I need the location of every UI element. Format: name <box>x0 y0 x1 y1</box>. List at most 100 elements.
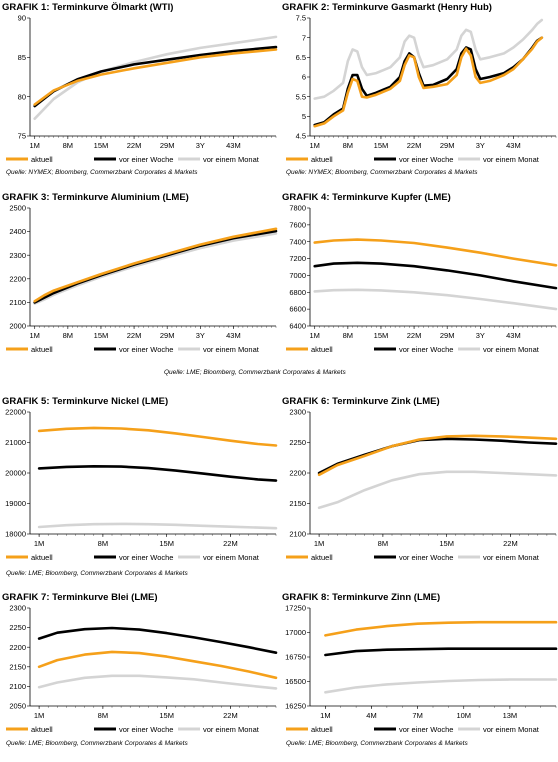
y-tick-label: 6400 <box>289 322 306 331</box>
source-note: Quelle: LME; Bloomberg, Commerzbank Corp… <box>6 570 188 577</box>
chart-wti: 75 80 85 90 1M 8M 15M 22M 29M 3Y 43M aktuell vor ein… <box>6 14 278 164</box>
legend-label: vor einer Woche <box>399 553 453 562</box>
chart-henry-hub: 4.5 5 5.5 6 6.5 7 7.5 1M 8M 15M 22M 29M 3Y 43M aktuell… <box>286 14 557 164</box>
legend-label: aktuell <box>311 155 333 164</box>
series-line <box>313 238 558 267</box>
x-tick-label: 22M <box>127 331 142 340</box>
y-tick-label: 17250 <box>285 604 306 613</box>
y-tick-label: 21000 <box>5 438 26 447</box>
x-tick-label: 22M <box>127 141 142 150</box>
x-tick-label: 22M <box>503 539 518 548</box>
source-note: Quelle: LME; Bloomberg, Commerzbank Corp… <box>286 740 468 747</box>
series-line <box>324 678 558 694</box>
x-tick-label: 1M <box>34 539 44 548</box>
legend-label: vor einem Monat <box>203 553 260 562</box>
series-line <box>317 437 558 475</box>
chart-aluminium: 2000 2100 2200 2300 2400 2500 1M 8M 15M 22M 29M 3Y 4… <box>6 204 278 354</box>
legend-label: vor einer Woche <box>119 155 173 164</box>
chart-blei: 2050 2100 2150 2200 2250 2300 1M 8M 15M 22M aktuel… <box>6 604 278 734</box>
x-tick-label: 43M <box>506 141 521 150</box>
legend-label: vor einem Monat <box>203 725 260 734</box>
series-line <box>33 35 278 120</box>
series-line <box>313 288 558 311</box>
legend-label: vor einem Monat <box>203 155 260 164</box>
legend-label: vor einer Woche <box>119 725 173 734</box>
series-line <box>313 18 544 100</box>
series-line <box>313 261 558 290</box>
x-tick-label: 13M <box>503 711 518 720</box>
x-tick-label: 10M <box>456 711 471 720</box>
x-tick-label: 43M <box>226 331 241 340</box>
y-tick-label: 2100 <box>9 298 26 307</box>
series-line <box>33 229 278 304</box>
x-tick-label: 22M <box>407 331 422 340</box>
y-tick-label: 2400 <box>9 227 26 236</box>
y-tick-label: 6 <box>302 73 306 82</box>
chart-kupfer: 6400 6600 6800 7000 7200 7400 7600 7800 1M 8M 15M 2… <box>286 204 558 354</box>
x-tick-label: 1M <box>30 141 40 150</box>
x-tick-label: 1M <box>30 331 40 340</box>
y-tick-label: 2200 <box>289 469 306 478</box>
panel-grafik-6: GRAFIK 6: Terminkurve Zink (LME) 2100 215… <box>282 396 558 576</box>
x-tick-label: 15M <box>439 539 454 548</box>
x-tick-label: 3Y <box>476 331 485 340</box>
x-tick-label: 4M <box>366 711 376 720</box>
series-line <box>37 465 278 482</box>
series-line <box>37 650 278 680</box>
series-line <box>37 426 278 447</box>
chart-title: GRAFIK 8: Terminkurve Zinn (LME) <box>282 592 441 603</box>
y-tick-label: 2250 <box>289 438 306 447</box>
chart-zink: 2100 2150 2200 2250 2300 1M 8M 15M 22M aktuell vor… <box>286 408 558 562</box>
legend-label: aktuell <box>311 725 333 734</box>
y-tick-label: 2300 <box>9 604 26 613</box>
x-tick-label: 1M <box>310 331 320 340</box>
legend-label: vor einem Monat <box>203 345 260 354</box>
legend-label: aktuell <box>311 553 333 562</box>
y-tick-label: 2150 <box>289 499 306 508</box>
y-tick-label: 5 <box>302 112 306 121</box>
y-tick-label: 2100 <box>9 682 26 691</box>
y-tick-label: 17000 <box>285 628 306 637</box>
y-tick-label: 7 <box>302 33 306 42</box>
y-tick-label: 7.5 <box>296 14 306 23</box>
y-tick-label: 16250 <box>285 702 306 711</box>
y-tick-label: 7400 <box>289 237 306 246</box>
series-line <box>37 674 278 690</box>
x-tick-label: 8M <box>343 331 353 340</box>
y-tick-label: 7200 <box>289 254 306 263</box>
x-tick-label: 8M <box>98 539 108 548</box>
chart-title: GRAFIK 6: Terminkurve Zink (LME) <box>282 396 440 407</box>
legend-label: vor einem Monat <box>483 553 540 562</box>
series-line <box>33 227 278 303</box>
x-tick-label: 22M <box>223 711 238 720</box>
y-tick-label: 2300 <box>9 251 26 260</box>
y-tick-label: 16500 <box>285 677 306 686</box>
y-tick-label: 5.5 <box>296 92 306 101</box>
legend-label: aktuell <box>31 725 53 734</box>
series-line <box>33 48 278 106</box>
panel-grafik-7: GRAFIK 7: Terminkurve Blei (LME) 2050 210… <box>2 592 278 752</box>
y-tick-label: 90 <box>18 14 26 23</box>
legend-label: aktuell <box>31 553 53 562</box>
x-tick-label: 1M <box>314 539 324 548</box>
panel-grafik-8: GRAFIK 8: Terminkurve Zinn (LME) 16250 16… <box>282 592 558 752</box>
y-tick-label: 2500 <box>9 204 26 213</box>
y-tick-label: 7800 <box>289 204 306 213</box>
chart-title: GRAFIK 1: Terminkurve Ölmarkt (WTI) <box>2 2 174 13</box>
y-tick-label: 2200 <box>9 274 26 283</box>
y-tick-label: 2000 <box>9 322 26 331</box>
x-tick-label: 22M <box>223 539 238 548</box>
x-tick-label: 43M <box>226 141 241 150</box>
x-tick-label: 15M <box>159 711 174 720</box>
x-tick-label: 29M <box>160 141 175 150</box>
y-tick-label: 75 <box>18 132 26 141</box>
x-tick-label: 1M <box>34 711 44 720</box>
x-tick-label: 8M <box>343 141 353 150</box>
legend-label: vor einer Woche <box>399 155 453 164</box>
y-tick-label: 20000 <box>5 469 26 478</box>
legend-label: aktuell <box>31 345 53 354</box>
panel-grafik-3: GRAFIK 3: Terminkurve Aluminium (LME) 20… <box>2 192 278 372</box>
legend-label: vor einer Woche <box>399 725 453 734</box>
chart-title: GRAFIK 5: Terminkurve Nickel (LME) <box>2 396 169 407</box>
x-tick-label: 15M <box>159 539 174 548</box>
